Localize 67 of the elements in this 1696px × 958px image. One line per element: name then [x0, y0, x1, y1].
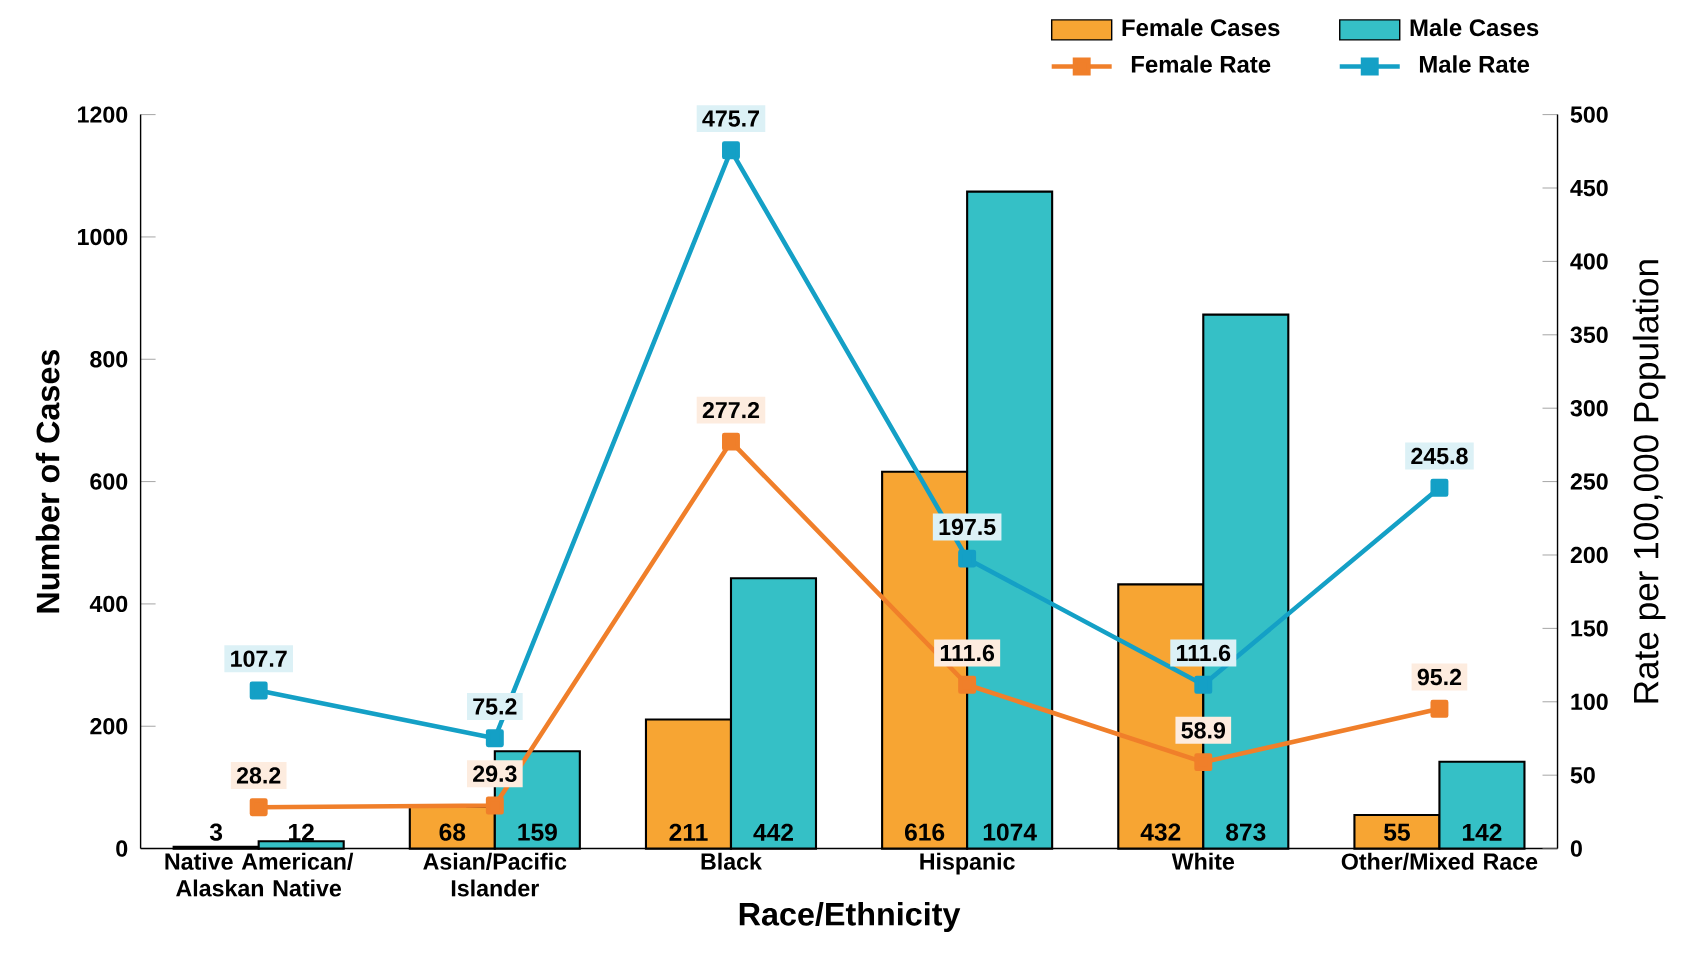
data-label: 616: [904, 823, 945, 842]
y2-tick-label: 250: [1570, 473, 1608, 491]
legend-label: Male Cases: [1410, 18, 1539, 37]
y2-tick-label: 150: [1571, 620, 1608, 637]
point: [1430, 479, 1449, 497]
y2-tick-label: 200: [1570, 546, 1608, 564]
legend-label: Male Rate: [1419, 55, 1530, 73]
x-tick-label: White: [1171, 853, 1235, 871]
y2-axis-title: Rate per 100,000 Population: [1632, 260, 1666, 703]
data-label: 142: [1462, 823, 1502, 842]
legend-label: Female Rate: [1131, 55, 1271, 73]
y-axis-title: Number of Cases: [35, 350, 60, 613]
data-label: 107.7: [231, 650, 287, 668]
y-tick-label: 200: [90, 718, 128, 735]
data-label: 55: [1384, 823, 1410, 842]
x-tick-label: Native American/ Alaskan Native: [165, 853, 354, 897]
point: [1194, 753, 1213, 772]
y-tick-label: 1000: [78, 228, 128, 246]
y2-tick-label: 450: [1570, 180, 1608, 197]
data-label: 58.9: [1181, 722, 1226, 739]
y2-tick-label: 300: [1570, 400, 1608, 417]
data-label: 245.8: [1411, 448, 1468, 465]
y-tick-label: 800: [90, 351, 128, 368]
point: [958, 676, 977, 694]
y2-tick-label: 350: [1570, 326, 1608, 344]
data-label: 873: [1226, 823, 1266, 842]
data-label: 211: [669, 823, 708, 842]
point: [249, 798, 268, 817]
point: [1194, 676, 1213, 694]
data-label: 442: [753, 823, 793, 842]
point: [958, 549, 977, 568]
data-label: 111.6: [940, 644, 995, 662]
data-label: 277.2: [702, 402, 760, 419]
x-tick-label: Asian/Pacific Islander: [423, 853, 567, 897]
point: [1430, 700, 1449, 718]
point: [249, 681, 268, 700]
data-label: 197.5: [939, 518, 996, 536]
data-label: 432: [1140, 823, 1181, 842]
data-label: 475.7: [702, 110, 759, 127]
data-label: 75.2: [473, 698, 517, 715]
data-label: 95.2: [1417, 669, 1462, 686]
legend-label: Female Cases: [1122, 18, 1280, 37]
y2-tick-label: 400: [1570, 253, 1608, 270]
y-tick-label: 400: [89, 595, 128, 613]
data-label: 111.6: [1177, 644, 1231, 662]
x-tick-label: Hispanic: [920, 853, 1015, 875]
y2-tick-label: 100: [1571, 693, 1608, 711]
data-label: 12: [289, 823, 314, 842]
data-label: 29.3: [473, 765, 517, 783]
data-label: 68: [439, 823, 466, 842]
y-tick-label: 600: [90, 473, 128, 491]
data-label: 1074: [983, 823, 1037, 842]
data-label: 28.2: [236, 767, 281, 784]
x-tick-label: Black: [701, 853, 762, 871]
y2-tick-label: 0: [1570, 840, 1582, 857]
x-tick-label: Other/Mixed Race: [1341, 853, 1538, 871]
y-tick-label: 1200: [78, 106, 128, 124]
point: [722, 432, 740, 451]
point: [722, 141, 740, 160]
y2-tick-label: 50: [1570, 767, 1595, 784]
data-label: 159: [518, 823, 557, 842]
point: [485, 729, 504, 748]
x-axis-title: Race/Ethnicity: [739, 902, 961, 933]
point: [485, 796, 504, 815]
data-label: 3: [209, 823, 223, 842]
y-tick-label: 0: [116, 840, 128, 857]
y2-tick-label: 500: [1570, 106, 1608, 124]
